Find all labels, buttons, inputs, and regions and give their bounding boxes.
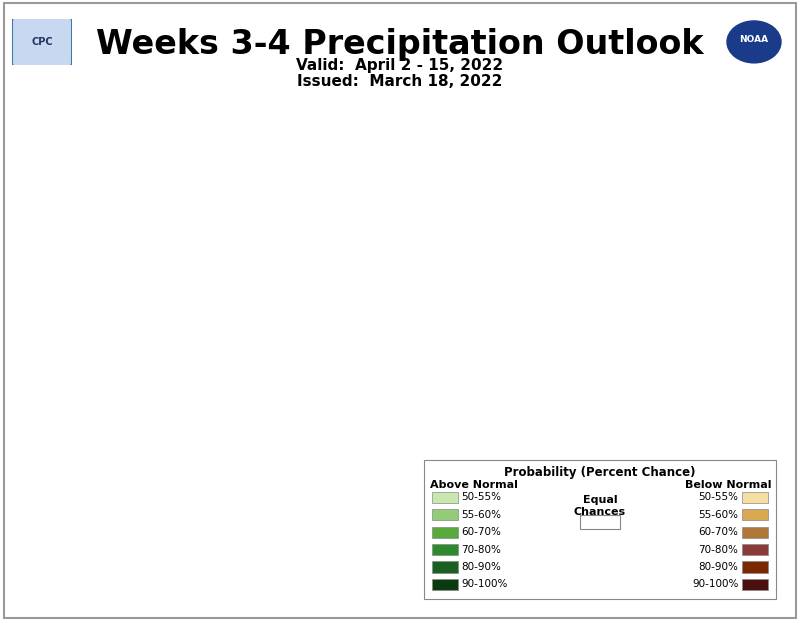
Text: 55-60%: 55-60% [462,510,502,520]
Text: Weeks 3-4 Precipitation Outlook: Weeks 3-4 Precipitation Outlook [96,28,704,61]
Text: Issued:  March 18, 2022: Issued: March 18, 2022 [298,74,502,89]
Text: NOAA: NOAA [739,35,769,44]
Text: 80-90%: 80-90% [462,562,502,572]
Text: Valid:  April 2 - 15, 2022: Valid: April 2 - 15, 2022 [297,58,503,73]
FancyBboxPatch shape [12,16,72,68]
Text: Equal
Chances: Equal Chances [574,496,626,517]
Text: 90-100%: 90-100% [462,579,508,589]
Text: 90-100%: 90-100% [692,579,738,589]
Text: 50-55%: 50-55% [462,492,502,502]
Text: 55-60%: 55-60% [698,510,738,520]
Text: 60-70%: 60-70% [698,527,738,537]
Text: 60-70%: 60-70% [462,527,502,537]
Text: Below Normal: Below Normal [685,480,771,490]
Text: Probability (Percent Chance): Probability (Percent Chance) [504,466,696,479]
Circle shape [727,21,781,63]
Text: 70-80%: 70-80% [462,545,502,555]
Text: Above Normal: Above Normal [430,480,518,490]
Text: CPC: CPC [31,37,53,47]
Text: 70-80%: 70-80% [698,545,738,555]
Text: 80-90%: 80-90% [698,562,738,572]
Text: 50-55%: 50-55% [698,492,738,502]
